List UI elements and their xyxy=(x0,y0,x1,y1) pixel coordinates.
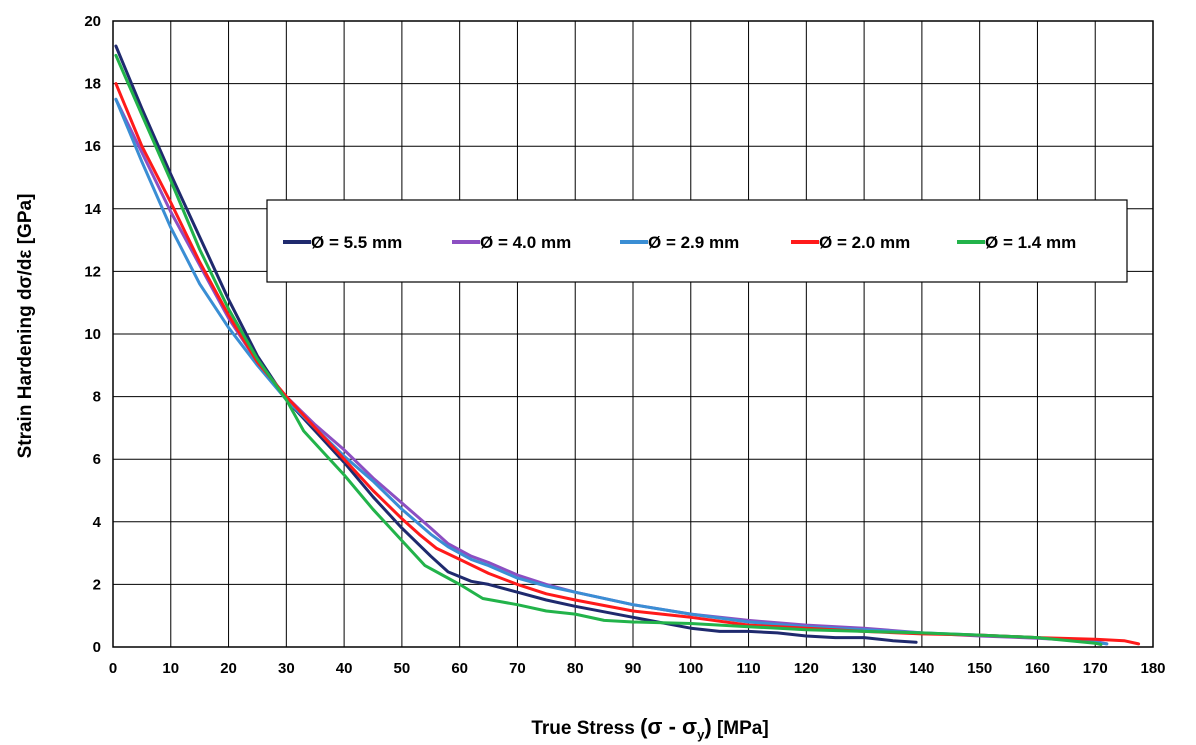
x-tick-label: 40 xyxy=(336,660,353,677)
x-tick-label: 70 xyxy=(509,660,526,677)
y-tick-label: 12 xyxy=(84,263,101,280)
x-tick-label: 140 xyxy=(909,660,934,677)
x-tick-label: 90 xyxy=(625,660,642,677)
y-tick-labels: 0 2 4 6 8 10 12 14 16 18 20 xyxy=(84,13,101,656)
y-tick-label: 20 xyxy=(84,13,101,30)
x-tick-label: 50 xyxy=(394,660,411,677)
y-tick-label: 6 xyxy=(93,451,101,468)
x-tick-label: 160 xyxy=(1025,660,1050,677)
legend-label: Ø = 4.0 mm xyxy=(480,233,571,252)
y-tick-label: 14 xyxy=(84,201,101,218)
y-tick-label: 18 xyxy=(84,76,101,93)
y-tick-label: 16 xyxy=(84,138,101,155)
plot-frame xyxy=(112,20,1154,648)
x-axis-title: True Stress (σ - σy) [MPa] xyxy=(531,714,768,742)
x-tick-label: 180 xyxy=(1140,660,1165,677)
x-tick-label: 20 xyxy=(220,660,237,677)
legend-label: Ø = 2.0 mm xyxy=(819,233,910,252)
legend-label: Ø = 1.4 mm xyxy=(985,233,1076,252)
series-line xyxy=(114,53,1103,646)
x-tick-labels: 0 10 20 30 40 50 60 70 80 90 100 110 120 130 140 150 160… xyxy=(109,660,1166,677)
x-tick-label: 170 xyxy=(1083,660,1108,677)
y-tick-label: 8 xyxy=(93,389,101,406)
y-tick-label: 4 xyxy=(93,514,102,531)
x-tick-label: 150 xyxy=(967,660,992,677)
series-lines xyxy=(114,44,1141,646)
legend-label: Ø = 2.9 mm xyxy=(648,233,739,252)
grid xyxy=(112,20,1154,648)
y-tick-label: 10 xyxy=(84,326,101,343)
legend-label: Ø = 5.5 mm xyxy=(311,233,402,252)
x-tick-label: 110 xyxy=(736,660,760,677)
y-tick-label: 2 xyxy=(93,576,101,593)
y-axis-title: Strain Hardening dσ/dε [GPa] xyxy=(15,194,36,459)
x-tick-label: 60 xyxy=(451,660,468,677)
x-tick-label: 80 xyxy=(567,660,584,677)
x-tick-label: 10 xyxy=(162,660,179,677)
y-tick-label: 0 xyxy=(93,639,101,656)
x-tick-label: 0 xyxy=(109,660,117,677)
series-line xyxy=(114,44,918,644)
legend: Ø = 5.5 mm Ø = 4.0 mm Ø = 2.9 mm Ø = 2.0 mm… xyxy=(266,199,1128,283)
x-tick-label: 130 xyxy=(852,660,877,677)
x-tick-label: 30 xyxy=(278,660,295,677)
x-tick-label: 100 xyxy=(678,660,703,677)
x-tick-label: 120 xyxy=(794,660,819,677)
